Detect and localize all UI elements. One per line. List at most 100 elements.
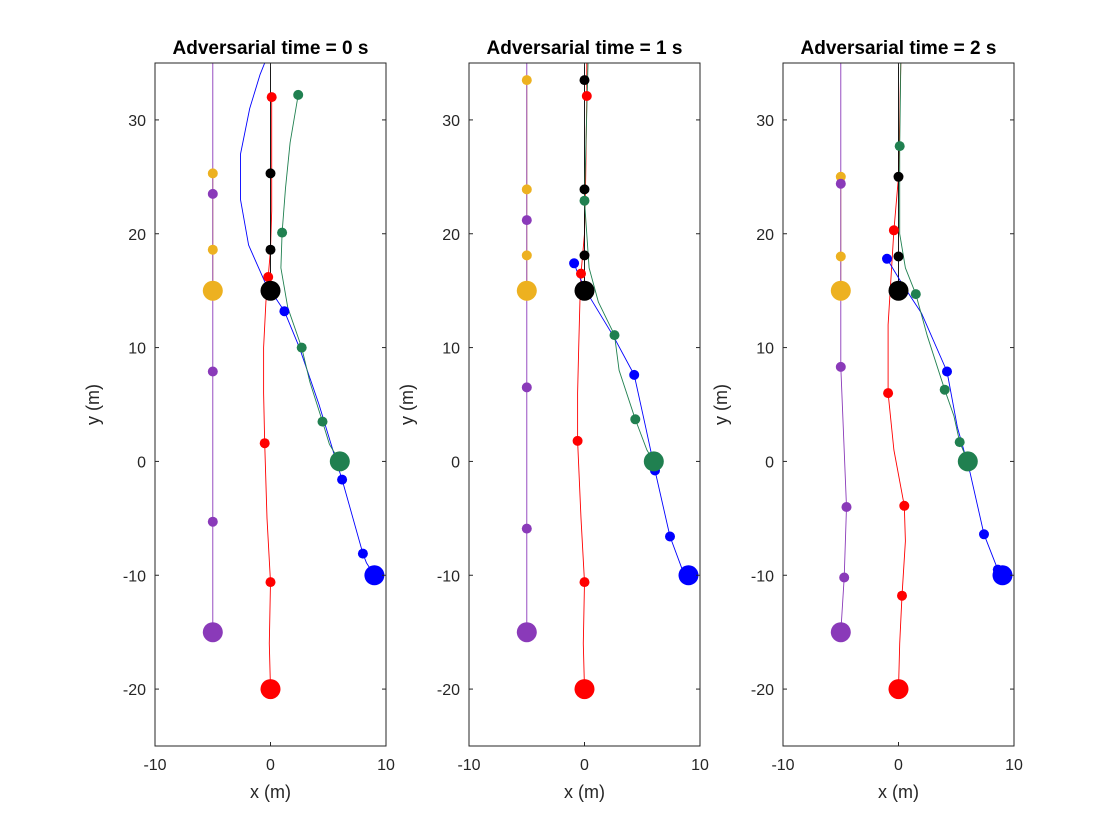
trajectory-point — [942, 366, 952, 377]
trajectory-point — [266, 92, 277, 103]
y-tick-label: 30 — [756, 113, 774, 130]
trajectory-line — [263, 97, 273, 690]
trajectory-point — [569, 258, 580, 269]
trajectory-point — [841, 502, 852, 512]
trajectory-point — [317, 416, 328, 427]
y-tick-label: 10 — [442, 341, 460, 358]
vehicle-start-marker — [260, 679, 281, 700]
y-axis-label: y (m) — [397, 384, 417, 425]
trajectory-point — [839, 572, 850, 583]
y-tick-label: 10 — [128, 341, 146, 358]
trajectory-point — [572, 435, 583, 446]
trajectory-point — [629, 369, 640, 380]
y-tick-label: 0 — [137, 454, 146, 471]
trajectory-line — [584, 63, 655, 462]
trajectory-line — [840, 63, 847, 633]
x-tick-label: -10 — [771, 757, 794, 774]
trajectory-point — [579, 184, 590, 195]
x-tick-label: 10 — [1005, 757, 1023, 774]
vehicle-start-marker — [643, 451, 664, 472]
trajectory-point — [207, 516, 218, 527]
y-tick-label: 20 — [756, 227, 774, 244]
trajectory-point — [521, 523, 532, 534]
trajectory-point — [630, 414, 641, 425]
trajectory-point — [835, 361, 846, 372]
trajectory-point — [521, 75, 532, 86]
trajectory-point — [207, 244, 218, 255]
trajectory-point — [521, 250, 532, 261]
x-axis-label: x (m) — [250, 782, 291, 802]
vehicle-start-marker — [260, 280, 281, 301]
y-axis-label: y (m) — [83, 384, 103, 425]
trajectory-point — [296, 342, 307, 353]
trajectory-point — [277, 227, 288, 238]
trajectory-point — [581, 91, 592, 101]
trajectory-point — [576, 268, 586, 279]
y-tick-label: -10 — [751, 568, 774, 585]
vehicle-start-marker — [202, 622, 223, 643]
plot-area — [830, 63, 1013, 700]
subplot-2: Adversarial time = 1 s -10 0 10 -20 -10 0 10 20 3… — [397, 38, 709, 802]
trajectory-point — [882, 253, 892, 264]
trajectory-point — [265, 168, 276, 179]
vehicle-start-marker — [830, 280, 851, 301]
trajectory-point — [835, 171, 846, 182]
vehicle-start-marker — [888, 679, 909, 700]
subplot-title: Adversarial time = 1 s — [487, 38, 683, 59]
x-axis-label: x (m) — [564, 782, 605, 802]
vehicle-start-marker — [329, 451, 350, 472]
vehicle-start-marker — [574, 280, 595, 301]
vehicle-start-marker — [574, 679, 595, 700]
y-tick-label: 0 — [765, 454, 774, 471]
trajectory-point — [665, 531, 675, 542]
vehicle-start-marker — [516, 280, 537, 301]
trajectory-point — [579, 250, 590, 261]
x-tick-label: 0 — [266, 757, 275, 774]
trajectory-point — [894, 141, 905, 152]
vehicle-start-marker — [830, 622, 851, 643]
trajectory-point — [521, 382, 532, 393]
trajectory-point — [899, 500, 910, 511]
subplot-3: Adversarial time = 2 s -10 0 10 -20 -10 0 10 20 3… — [711, 38, 1023, 802]
trajectory-point — [259, 438, 270, 449]
x-tick-label: 0 — [580, 757, 589, 774]
trajectory-point — [883, 388, 894, 399]
y-tick-label: 20 — [442, 227, 460, 244]
trajectory-point — [293, 89, 304, 100]
x-tick-label: 0 — [894, 757, 903, 774]
trajectory-point — [835, 178, 846, 189]
trajectory-point — [207, 188, 218, 199]
y-tick-label: 30 — [442, 113, 460, 130]
y-tick-label: 0 — [451, 454, 460, 471]
subplot-container: Adversarial time = 0 s -10 0 10 -20 -10 0 10 20 3… — [83, 38, 1023, 802]
plot-area — [202, 63, 385, 700]
trajectory-point — [521, 184, 532, 195]
y-tick-label: -20 — [751, 682, 774, 699]
y-tick-label: 30 — [128, 113, 146, 130]
plot-area — [516, 63, 699, 700]
trajectory-point — [579, 577, 590, 588]
trajectory-point — [897, 590, 907, 601]
trajectory-point — [357, 548, 368, 559]
trajectory-point — [893, 251, 904, 262]
x-axis-label: x (m) — [878, 782, 919, 802]
trajectory-point — [579, 195, 590, 206]
trajectory-point — [910, 289, 921, 300]
y-tick-label: -20 — [123, 682, 146, 699]
trajectory-point — [279, 306, 290, 317]
subplot-1: Adversarial time = 0 s -10 0 10 -20 -10 0 10 20 3… — [83, 38, 395, 802]
vehicle-start-marker — [888, 280, 909, 301]
x-tick-label: 10 — [377, 757, 395, 774]
trajectory-point — [265, 244, 276, 255]
vehicle-start-marker — [678, 565, 699, 586]
trajectory-point — [265, 577, 276, 588]
y-axis-label: y (m) — [711, 384, 731, 425]
subplot-title: Adversarial time = 0 s — [173, 38, 369, 59]
vehicle-start-marker — [516, 622, 537, 643]
subplot-title: Adversarial time = 2 s — [801, 38, 997, 59]
x-tick-label: -10 — [143, 757, 166, 774]
x-tick-label: -10 — [457, 757, 480, 774]
trajectory-point — [939, 384, 950, 395]
trajectory-point — [337, 474, 348, 485]
